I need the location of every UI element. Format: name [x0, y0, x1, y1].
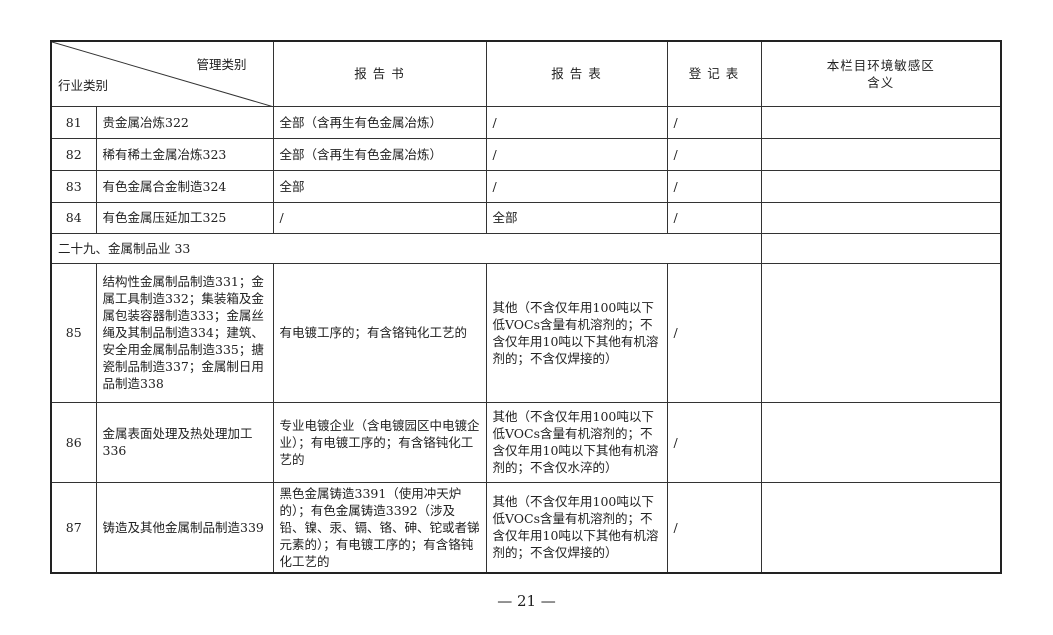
report-book-cell: 专业电镀企业（含电镀园区中电镀企业）；有电镀工序的；有含铬钝化工艺的 [272, 401, 487, 483]
report-form-cell: 其他（不含仅年用100吨以下低VOCs含量有机溶剂的；不含仅年用10吨以下其他有… [485, 481, 668, 573]
register-cell: / [666, 481, 762, 573]
report-form-cell: / [485, 105, 668, 139]
diagonal-header-cell: 管理类别 行业类别 [50, 40, 274, 107]
sensitive-cell [760, 169, 1002, 203]
industry-cell: 有色金属合金制造324 [95, 169, 274, 203]
sensitive-cell [760, 232, 1002, 264]
management-category-label: 管理类别 [196, 57, 247, 72]
table-row: 81 贵金属冶炼322 全部（含再生有色金属冶炼） / / [50, 105, 1002, 139]
report-form-cell: 其他（不含仅年用100吨以下低VOCs含量有机溶剂的；不含仅年用10吨以下其他有… [485, 401, 668, 483]
industry-cell: 铸造及其他金属制品制造339 [95, 481, 274, 573]
table-row: 87 铸造及其他金属制品制造339 黑色金属铸造3391（使用冲天炉的）；有色金… [50, 481, 1002, 573]
report-form-cell: / [485, 169, 668, 203]
register-cell: / [666, 137, 762, 171]
report-form-cell: 全部 [485, 201, 668, 234]
register-form-header: 登 记 表 [666, 40, 762, 107]
row-number: 85 [50, 262, 97, 403]
sensitive-cell [760, 201, 1002, 234]
header-row: 管理类别 行业类别 报 告 书 报 告 表 登 记 表 本栏目环境敏感区 含义 [50, 40, 1002, 107]
industry-cell: 金属表面处理及热处理加工336 [95, 401, 274, 483]
classification-table: 管理类别 行业类别 报 告 书 报 告 表 登 记 表 本栏目环境敏感区 含义 8… [50, 40, 1002, 574]
register-cell: / [666, 169, 762, 203]
report-form-cell: 其他（不含仅年用100吨以下低VOCs含量有机溶剂的；不含仅年用10吨以下其他有… [485, 262, 668, 403]
report-book-cell: 全部 [272, 169, 487, 203]
register-cell: / [666, 401, 762, 483]
table-row: 83 有色金属合金制造324 全部 / / [50, 169, 1002, 203]
industry-cell: 结构性金属制品制造331；金属工具制造332；集装箱及金属包装容器制造333；金… [95, 262, 274, 403]
row-number: 82 [50, 137, 97, 171]
row-number: 84 [50, 201, 97, 234]
register-cell: / [666, 262, 762, 403]
industry-category-label: 行业类别 [58, 77, 109, 93]
section-heading: 二十九、金属制品业 33 [50, 232, 762, 264]
report-form-cell: / [485, 137, 668, 171]
diagonal-line [52, 42, 274, 107]
register-cell: / [666, 105, 762, 139]
sensitive-header-line1: 本栏目环境敏感区 [826, 57, 935, 73]
sensitive-cell [760, 481, 1002, 573]
sensitive-header-line2: 含义 [867, 74, 895, 90]
table-row: 82 稀有稀土金属冶炼323 全部（含再生有色金属冶炼） / / [50, 137, 1002, 171]
sensitive-cell [760, 262, 1002, 403]
industry-cell: 贵金属冶炼322 [95, 105, 274, 139]
report-book-cell: 有电镀工序的；有含铬钝化工艺的 [272, 262, 487, 403]
section-row: 二十九、金属制品业 33 [50, 232, 1002, 264]
report-book-cell: 黑色金属铸造3391（使用冲天炉的）；有色金属铸造3392（涉及铅、镍、汞、镉、… [272, 481, 487, 573]
table-row: 85 结构性金属制品制造331；金属工具制造332；集装箱及金属包装容器制造33… [50, 262, 1002, 403]
report-book-cell: 全部（含再生有色金属冶炼） [272, 105, 487, 139]
page-number: — 21 — [497, 592, 556, 610]
table-row: 86 金属表面处理及热处理加工336 专业电镀企业（含电镀园区中电镀企业）；有电… [50, 401, 1002, 483]
sensitive-area-header: 本栏目环境敏感区 含义 [760, 40, 1002, 107]
sensitive-cell [760, 401, 1002, 483]
row-number: 81 [50, 105, 97, 139]
sensitive-cell [760, 105, 1002, 139]
register-cell: / [666, 201, 762, 234]
sensitive-cell [760, 137, 1002, 171]
report-book-cell: 全部（含再生有色金属冶炼） [272, 137, 487, 171]
report-book-header: 报 告 书 [272, 40, 487, 107]
row-number: 87 [50, 481, 97, 573]
report-form-header: 报 告 表 [485, 40, 668, 107]
report-book-cell: / [272, 201, 487, 234]
row-number: 86 [50, 401, 97, 483]
industry-cell: 稀有稀土金属冶炼323 [95, 137, 274, 171]
row-number: 83 [50, 169, 97, 203]
industry-cell: 有色金属压延加工325 [95, 201, 274, 234]
table-row: 84 有色金属压延加工325 / 全部 / [50, 201, 1002, 234]
